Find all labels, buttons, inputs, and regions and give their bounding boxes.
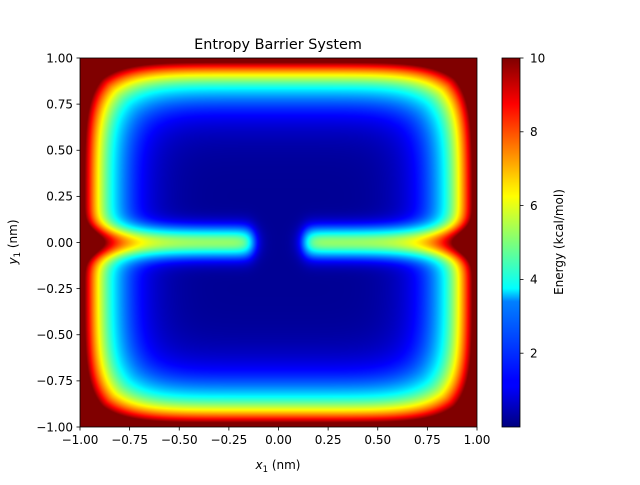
x-tick-label: 1.00 <box>464 433 491 447</box>
x-tick-label: 0.75 <box>414 433 441 447</box>
heatmap-image <box>80 58 477 427</box>
x-tick-label: −1.00 <box>62 433 99 447</box>
x-tick-label: 0.50 <box>364 433 391 447</box>
colorbar-ticks: 2 4 6 8 10 <box>520 51 545 361</box>
y-axis-label: y1 (nm) <box>6 219 23 265</box>
y-tick-label: 0.25 <box>46 190 73 204</box>
y-tick-label: 1.00 <box>46 51 73 65</box>
x-tick-label: −0.25 <box>210 433 247 447</box>
y-axis-ticks: 1.00 0.75 0.50 0.25 0.00 −0.25 −0.50 −0.75 −1.00 <box>36 51 80 434</box>
x-axis-ticks: −1.00 −0.75 −0.50 −0.25 0.00 0.25 0.50 0.75 1.00 <box>62 427 491 447</box>
colorbar-tick-label: 4 <box>530 273 538 287</box>
colorbar-tick-label: 2 <box>530 347 538 361</box>
colorbar-tick-label: 10 <box>530 51 545 65</box>
x-tick-label: 0.25 <box>315 433 342 447</box>
colorbar-label: Energy (kcal/mol) <box>552 189 566 295</box>
y-tick-label: 0.00 <box>46 236 73 250</box>
x-tick-label: −0.50 <box>161 433 198 447</box>
y-tick-label: −0.25 <box>36 282 73 296</box>
y-tick-label: −1.00 <box>36 420 73 434</box>
x-tick-label: −0.75 <box>111 433 148 447</box>
x-axis-label: x1 (nm) <box>254 458 300 475</box>
y-tick-label: −0.50 <box>36 328 73 342</box>
chart-title: Entropy Barrier System <box>194 37 362 53</box>
x-tick-label: 0.00 <box>265 433 292 447</box>
colorbar-tick-label: 6 <box>530 199 538 213</box>
colorbar-tick-label: 8 <box>530 125 538 139</box>
colorbar <box>501 57 521 428</box>
y-tick-label: −0.75 <box>36 374 73 388</box>
y-tick-label: 0.75 <box>46 97 73 111</box>
y-tick-label: 0.50 <box>46 144 73 158</box>
